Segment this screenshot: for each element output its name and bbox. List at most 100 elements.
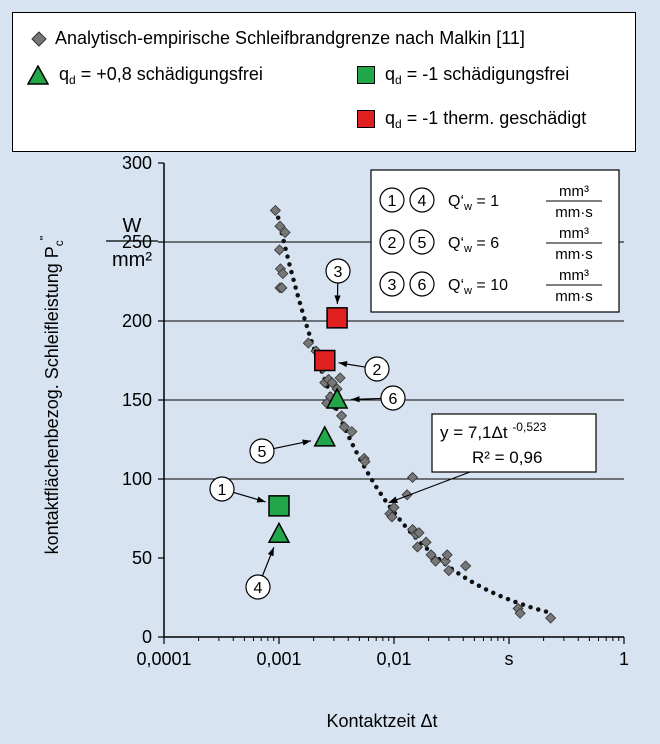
diamond-point (388, 501, 400, 514)
y-tick-label: 150 (122, 390, 152, 410)
diamond-marker-icon (31, 31, 47, 47)
y-tick-label: 50 (132, 548, 152, 568)
callout-arrowhead (351, 396, 360, 403)
y-tick-label: 200 (122, 311, 152, 331)
callout-circle (209, 476, 235, 502)
qw-circle-number: 6 (418, 277, 427, 294)
diamond-point (269, 204, 281, 216)
diamond-point (411, 541, 424, 553)
legend-triangle-text: = +0,8 schädigungsfrei (75, 64, 263, 84)
legend-red-square-q: q (385, 108, 396, 128)
qw-circle-number: 1 (388, 193, 397, 210)
diamond-point (443, 565, 455, 577)
square-point (314, 349, 336, 372)
callout-number: 3 (334, 264, 343, 281)
diamond-point (430, 555, 442, 567)
x-axis-label: Kontaktzeit Δt (326, 711, 437, 731)
callout-circle (380, 385, 406, 411)
y-axis-label: kontaktflächenbezog. Schleifleistung Pc" (37, 235, 66, 554)
callout-number: 5 (258, 444, 267, 461)
fit-leader-arrowhead (388, 496, 398, 503)
qw-unit-numerator: mm³ (559, 183, 589, 200)
legend-item-malkin: Analytisch-empirische Schleifbrandgrenze… (31, 27, 525, 49)
diamond-point (302, 337, 314, 349)
diamond-point (359, 456, 371, 468)
callout-number: 4 (254, 580, 263, 597)
callout-circle (364, 356, 390, 382)
y-unit-numerator: W (123, 215, 142, 237)
callout-number: 1 (218, 482, 227, 499)
legend-item-green-square: qd = -1 schädigungsfrei (357, 63, 569, 91)
qw-circle-number: 5 (418, 235, 427, 252)
diamond-point (413, 527, 425, 539)
y-tick-label: 250 (122, 232, 152, 252)
callout-number: 6 (389, 391, 398, 408)
legend-box: Analytisch-empirische Schleifbrandgrenze… (12, 12, 636, 152)
qw-circle-number: 3 (388, 277, 397, 294)
qw-circle-number: 2 (388, 235, 397, 252)
diamond-point (277, 268, 289, 280)
fit-equation-box (431, 413, 597, 473)
y-tick-label: 0 (142, 627, 152, 647)
qw-circle (409, 271, 435, 297)
diamond-point (514, 607, 526, 619)
qw-unit-denominator: mm·s (555, 288, 593, 305)
diamond-point (460, 560, 472, 572)
diamond-point (274, 220, 286, 232)
fit-r-squared: R² = 0,96 (472, 448, 542, 467)
triangle-point (267, 521, 291, 544)
diamond-point (326, 377, 338, 389)
x-tick-label: 0,0001 (136, 649, 191, 669)
y-tick-label: 100 (122, 469, 152, 489)
legend-triangle-q: q (59, 64, 70, 84)
diamond-point (406, 471, 419, 483)
x-tick-label: 0,01 (376, 649, 411, 669)
qw-circle (409, 187, 435, 213)
legend-green-square-q: q (385, 64, 396, 84)
qw-circle (379, 271, 405, 297)
diamond-point (336, 410, 348, 422)
qw-formula: Q‘w = 1 (448, 193, 499, 213)
callout-number: 2 (373, 362, 382, 379)
triangle-point (325, 387, 349, 409)
callout-arrowhead (302, 439, 312, 446)
y-unit-denominator: mm² (112, 249, 152, 271)
callout-arrowhead (256, 496, 266, 503)
diamond-point (273, 244, 286, 256)
y-tick-label: 300 (122, 153, 152, 173)
diamond-point (386, 511, 398, 523)
diamond-point (334, 372, 346, 384)
qw-formula: Q‘w = 10 (448, 277, 508, 297)
square-point (326, 307, 348, 329)
qw-unit-numerator: mm³ (559, 267, 589, 284)
legend-green-square-sub: d (395, 73, 402, 87)
legend-green-square-text: = -1 schädigungsfrei (401, 64, 570, 84)
callout-arrowhead (267, 547, 274, 557)
diamond-point (276, 282, 288, 294)
callout-circle (245, 574, 271, 600)
diamond-point (279, 226, 291, 239)
qw-unit-denominator: mm·s (555, 204, 593, 221)
x-tick-label: 1 (619, 649, 629, 669)
qw-unit-numerator: mm³ (559, 225, 589, 242)
x-tick-label: 0,001 (256, 649, 301, 669)
callout-arrowhead (334, 295, 341, 304)
qw-circle (379, 229, 405, 255)
green-triangle-icon (27, 65, 49, 85)
qw-circle (379, 187, 405, 213)
qw-unit-denominator: mm·s (555, 246, 593, 263)
callout-circle (249, 438, 275, 464)
diamond-point (338, 421, 350, 433)
diamond-point (346, 426, 358, 438)
callout-circle (325, 258, 351, 284)
legend-red-square-sub: d (395, 117, 402, 131)
qw-formula: Q‘w = 6 (448, 235, 499, 255)
green-square-icon (357, 66, 375, 85)
fit-leader-arrow (395, 471, 471, 501)
diamond-point (545, 612, 557, 624)
fit-equation: y = 7,1Δt -0,523 (440, 420, 547, 442)
legend-red-square-text: = -1 therm. geschädigt (401, 108, 587, 128)
callout-arrowhead (338, 361, 348, 368)
diamond-point (441, 549, 453, 561)
